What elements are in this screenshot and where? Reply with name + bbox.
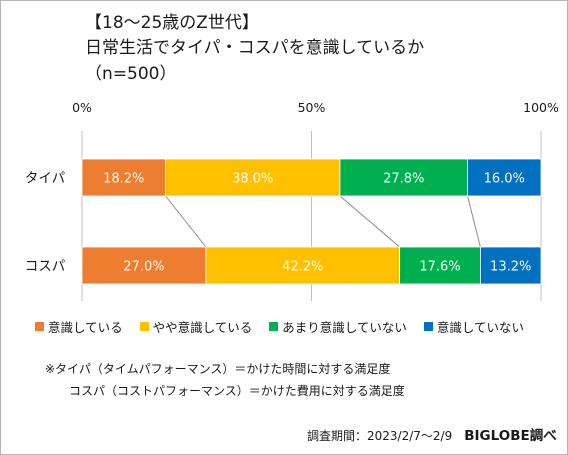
x-tick-label-50: 50% — [298, 100, 326, 115]
chart-legend: 意識している やや意識している あまり意識していない 意識していない — [35, 317, 541, 336]
note-kosupa-definition: コスパ（コストパフォーマンス）＝かけた費用に対する満足度 — [69, 384, 405, 398]
connector-line — [339, 195, 400, 248]
footer: 調査期間：2023/2/7～2/9 BIGLOBE調べ — [307, 424, 557, 444]
legend-label: あまり意識していない — [282, 320, 407, 335]
data-label: 16.0% — [484, 172, 525, 187]
source-credit: BIGLOBE調べ — [464, 428, 557, 444]
category-label: タイパ — [25, 171, 65, 187]
legend-label: 意識していない — [436, 320, 525, 335]
data-label: 38.0% — [232, 172, 273, 187]
survey-period: 調査期間：2023/2/7～2/9 — [307, 429, 453, 443]
legend-item: あまり意識していない — [269, 317, 407, 336]
chart-title-line-2: 日常生活でタイパ・コスパを意識しているか — [85, 38, 425, 58]
x-tick-label-0: 0% — [72, 100, 92, 115]
bar-segment — [81, 158, 166, 197]
connector-line — [467, 195, 481, 248]
bar-segment — [467, 158, 542, 197]
note-taipa-definition: ※タイパ（タイムパフォーマンス）＝かけた時間に対する満足度 — [45, 362, 391, 376]
x-tick-label-100: 100% — [523, 100, 559, 115]
data-label: 13.2% — [490, 260, 531, 275]
legend-item: 意識している — [35, 317, 123, 336]
data-label: 27.8% — [383, 172, 424, 187]
bar-segment — [205, 246, 401, 285]
legend-item: 意識していない — [423, 317, 525, 336]
bar-segment — [480, 246, 542, 285]
legend-swatch — [139, 322, 149, 331]
legend-item: やや意識している — [139, 317, 253, 336]
legend-swatch — [35, 322, 44, 331]
chart-title-line-3: （n=500） — [85, 64, 177, 84]
connector-line — [165, 195, 207, 248]
legend-swatch — [269, 322, 279, 331]
legend-label: 意識している — [48, 320, 123, 335]
chart-title-line-1: 【18～25歳のZ世代】 — [85, 13, 259, 33]
data-label: 17.6% — [419, 260, 460, 275]
category-label: コスパ — [25, 259, 66, 275]
stacked-bar-chart: 0% 50% 100% 18.2% 38.0% 27.8% 16.0% タイパ 27.0% 42.… — [25, 100, 559, 301]
data-label: 18.2% — [103, 172, 144, 187]
bar-segment — [399, 246, 481, 285]
data-label: 42.2% — [282, 260, 323, 275]
data-label: 27.0% — [123, 260, 164, 275]
legend-swatch — [423, 322, 433, 331]
bar-segment — [165, 158, 341, 197]
legend-label: やや意識している — [152, 320, 253, 335]
